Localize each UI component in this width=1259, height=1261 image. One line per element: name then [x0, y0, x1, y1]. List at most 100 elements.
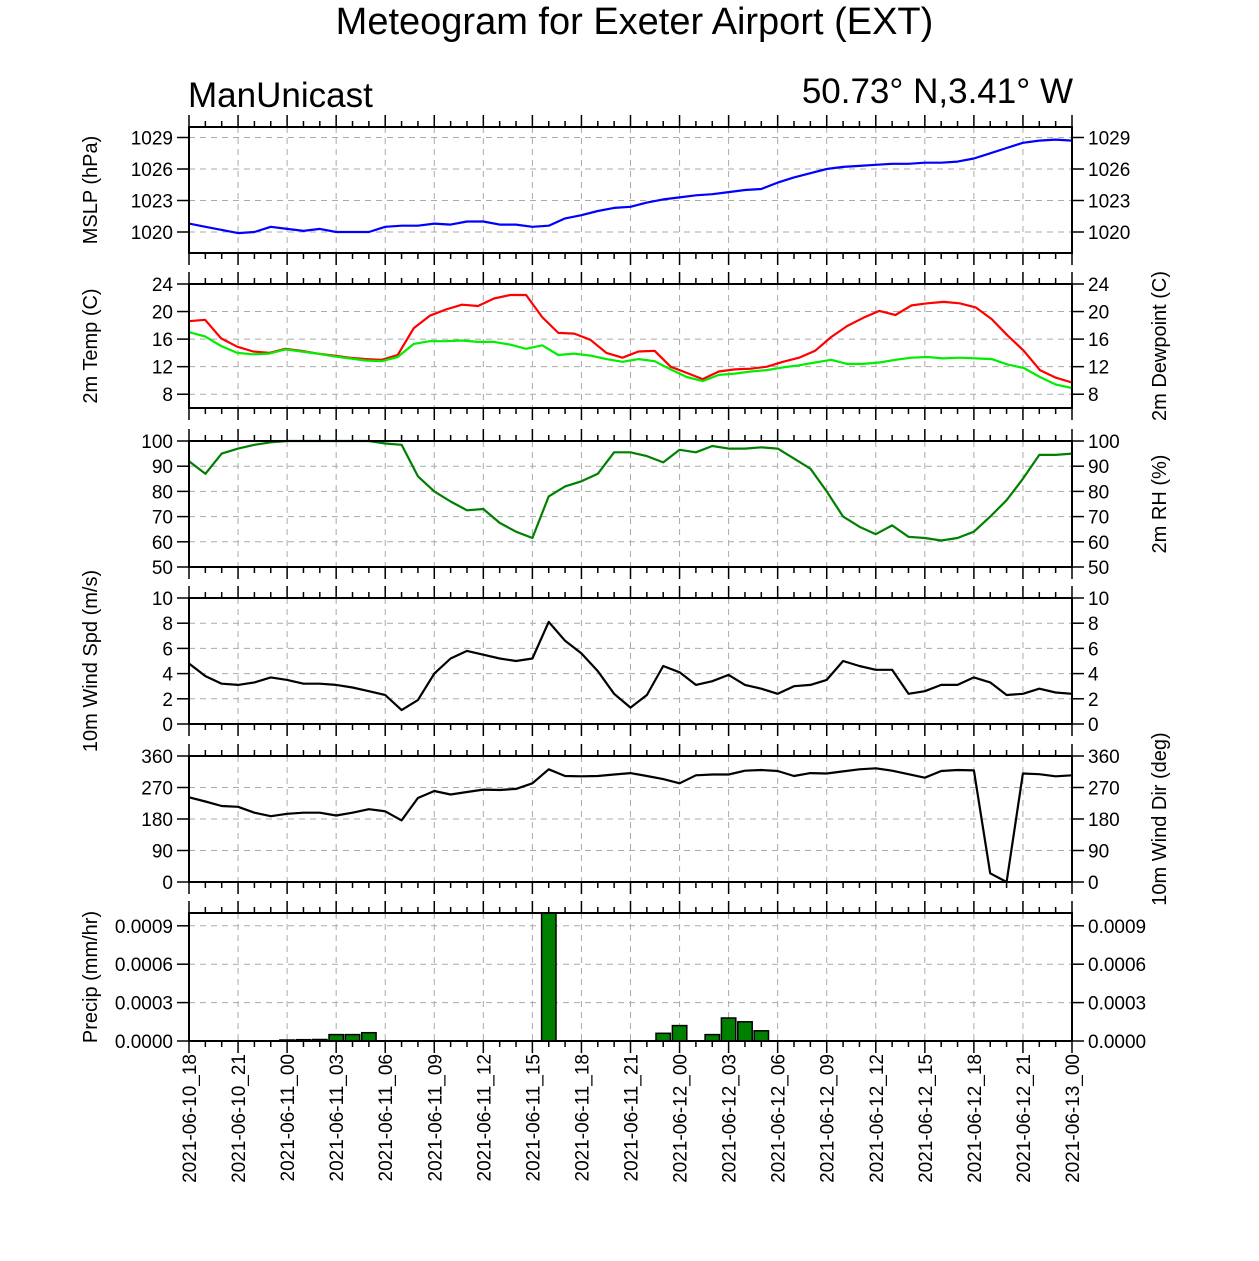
y-tick-label-left: 1023	[131, 192, 173, 213]
x-tick-label: 2021-06-11_12	[474, 1054, 495, 1181]
y-tick-label-right: 1026	[1088, 160, 1130, 181]
y-tick-label-left: 1020	[131, 223, 173, 244]
y-tick-label-right: 0	[1088, 873, 1099, 894]
y-tick-label-left: 270	[141, 779, 173, 800]
y-tick-label-left: 16	[152, 330, 173, 351]
x-tick-label: 2021-06-12_12	[867, 1054, 888, 1183]
y-tick-label-left: 10	[152, 589, 173, 610]
x-tick-label: 2021-06-12_21	[1014, 1054, 1035, 1183]
y-tick-label-left: 60	[152, 533, 173, 554]
y-tick-label-left: 4	[162, 665, 173, 686]
x-tick-label: 2021-06-11_03	[327, 1054, 348, 1181]
x-tick-label: 2021-06-12_06	[769, 1054, 790, 1183]
y-tick-label-right: 12	[1088, 358, 1109, 379]
x-tick-label: 2021-06-12_18	[965, 1054, 986, 1183]
precip-bar	[360, 1031, 377, 1042]
precip-bar	[720, 1017, 737, 1042]
y-tick-label-right: 10	[1088, 589, 1109, 610]
y-tick-label-right: 50	[1088, 558, 1109, 579]
x-tick-label: 2021-06-11_18	[572, 1054, 593, 1181]
y-tick-label-left: 8	[162, 614, 173, 635]
y-tick-label-right: 90	[1088, 457, 1109, 478]
y-tick-label-left: 1029	[131, 129, 173, 150]
x-tick-label: 2021-06-12_15	[916, 1054, 937, 1183]
y-axis-label-right: 2m Dewpoint (C)	[1149, 271, 1171, 421]
y-tick-label-right: 8	[1088, 614, 1099, 635]
panel-frame	[188, 597, 1073, 725]
y-tick-label-left: 12	[152, 358, 173, 379]
y-tick-label-right: 0	[1088, 715, 1099, 736]
y-axis-label-right: 2m RH (%)	[1149, 455, 1171, 554]
y-tick-label-right: 8	[1088, 385, 1099, 406]
y-tick-label-right: 360	[1088, 747, 1120, 768]
y-tick-label-right: 0.0009	[1088, 917, 1146, 938]
x-tick-label: 2021-06-10_18	[180, 1054, 201, 1183]
y-tick-label-left: 0.0003	[115, 994, 173, 1015]
y-tick-label-right: 0.0003	[1088, 994, 1146, 1015]
panel-frame	[188, 440, 1073, 568]
y-tick-label-left: 0	[162, 873, 173, 894]
y-tick-label-left: 0.0009	[115, 917, 173, 938]
y-tick-label-right: 4	[1088, 665, 1099, 686]
y-tick-label-right: 16	[1088, 330, 1109, 351]
y-tick-label-right: 80	[1088, 482, 1109, 503]
panel-temperature: 8 8 12 12 16 16 20 20 24 24 2m Temp (C) 2m Dewpoint…	[80, 271, 1171, 421]
y-tick-label-left: 70	[152, 508, 173, 529]
y-tick-label-left: 360	[141, 747, 173, 768]
x-tick-label: 2021-06-12_03	[720, 1054, 741, 1183]
chart-title: Meteogram for Exeter Airport (EXT)	[335, 1, 934, 43]
x-tick-label: 2021-06-11_06	[376, 1054, 397, 1181]
y-tick-label-right: 90	[1088, 842, 1109, 863]
x-tick-label: 2021-06-10_21	[229, 1054, 250, 1183]
x-tick-label: 2021-06-12_09	[818, 1054, 839, 1183]
y-tick-label-left: 180	[141, 810, 173, 831]
y-tick-label-left: 0.0000	[115, 1032, 173, 1053]
y-axis-label-right: 10m Wind Dir (deg)	[1149, 732, 1171, 905]
y-tick-label-left: 90	[152, 457, 173, 478]
panel-frame	[188, 126, 1073, 254]
panel-precip: 0.0000 0.0000 0.0003 0.0003 0.0006 0.0006 0.00…	[80, 901, 1146, 1053]
precip-bar	[753, 1030, 770, 1042]
y-tick-label-right: 180	[1088, 810, 1120, 831]
precip-bar	[737, 1021, 753, 1042]
y-tick-label-left: 8	[162, 385, 173, 406]
station-coordinates: 50.73° N,3.41° W	[801, 72, 1073, 111]
x-tick-label: 2021-06-12_00	[671, 1054, 692, 1183]
model-name: ManUnicast	[188, 76, 373, 115]
precip-bar	[655, 1032, 672, 1042]
temperature-series-1	[188, 331, 1073, 390]
y-tick-label-left: 0.0006	[115, 955, 173, 976]
y-tick-label-left: 0	[162, 715, 173, 736]
y-tick-label-right: 270	[1088, 779, 1120, 800]
precip-bar	[671, 1024, 688, 1042]
y-tick-label-right: 0.0000	[1088, 1032, 1146, 1053]
y-tick-label-left: 50	[152, 558, 173, 579]
y-tick-label-right: 60	[1088, 533, 1109, 554]
y-tick-label-right: 0.0006	[1088, 955, 1146, 976]
x-tick-label: 2021-06-11_09	[425, 1054, 446, 1181]
y-axis-label-left: 2m Temp (C)	[80, 288, 102, 403]
y-tick-label-right: 24	[1088, 275, 1110, 296]
panel-wind_direction: 0 0 90 90 180 180 270 270 360 360 10m Wind Dir (de…	[141, 732, 1171, 905]
panel-mslp: 1020 1020 1023 1023 1026 1026 1029 1029 MSLP (hP…	[80, 115, 1130, 265]
x-tick-label: 2021-06-11_21	[622, 1054, 643, 1181]
y-tick-label-left: 24	[152, 275, 174, 296]
y-tick-label-left: 6	[162, 639, 173, 660]
panel-wind_speed: 0 0 2 2 4 4 6 6 8 8 10 10 10m Wind Spd (m/s)	[80, 570, 1109, 752]
y-tick-label-right: 6	[1088, 639, 1099, 660]
precip-bar	[540, 912, 557, 1042]
x-tick-label: 2021-06-11_00	[278, 1054, 299, 1181]
y-tick-label-right: 2	[1088, 690, 1099, 711]
y-tick-label-left: 20	[152, 303, 173, 324]
y-tick-label-left: 80	[152, 482, 173, 503]
y-tick-label-right: 70	[1088, 508, 1109, 529]
y-axis-label-left: 10m Wind Spd (m/s)	[80, 570, 102, 752]
y-axis-label-left: Precip (mm/hr)	[80, 911, 102, 1043]
panel-rh: 50 50 60 60 70 70 80 80 90 90 100 100 2m RH (%)	[141, 429, 1171, 579]
panel-frame	[188, 912, 1073, 1042]
y-axis-label-left: MSLP (hPa)	[80, 136, 102, 245]
y-tick-label-left: 2	[162, 690, 173, 711]
y-tick-label-left: 100	[141, 432, 173, 453]
y-tick-label-left: 90	[152, 842, 173, 863]
